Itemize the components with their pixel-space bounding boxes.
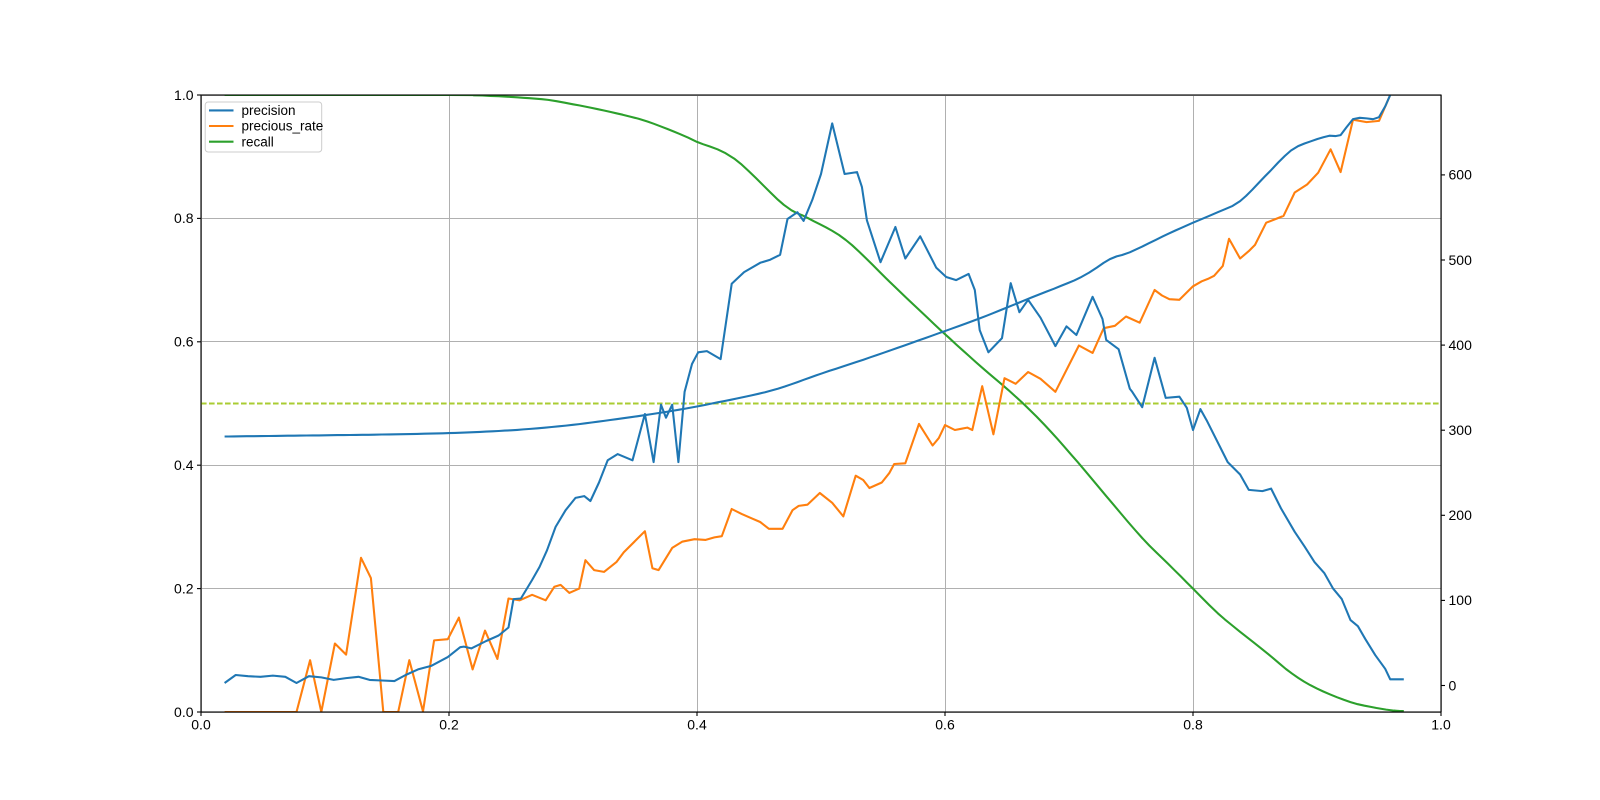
svg-text:600: 600 bbox=[1449, 167, 1473, 183]
svg-text:0.4: 0.4 bbox=[687, 717, 707, 733]
svg-text:0.2: 0.2 bbox=[439, 717, 459, 733]
svg-text:1.0: 1.0 bbox=[1431, 717, 1451, 733]
svg-text:recall: recall bbox=[242, 134, 274, 149]
svg-text:200: 200 bbox=[1449, 507, 1473, 523]
svg-text:400: 400 bbox=[1449, 337, 1473, 353]
svg-text:0.8: 0.8 bbox=[174, 210, 194, 226]
svg-text:0: 0 bbox=[1449, 677, 1457, 693]
svg-text:precision: precision bbox=[242, 103, 296, 118]
svg-text:0.6: 0.6 bbox=[935, 717, 955, 733]
svg-text:0.0: 0.0 bbox=[191, 717, 211, 733]
svg-text:300: 300 bbox=[1449, 422, 1473, 438]
svg-text:500: 500 bbox=[1449, 252, 1473, 268]
svg-text:100: 100 bbox=[1449, 592, 1473, 608]
svg-text:precious_rate: precious_rate bbox=[242, 119, 324, 134]
svg-text:0.2: 0.2 bbox=[174, 580, 194, 596]
svg-text:0.0: 0.0 bbox=[174, 704, 194, 720]
svg-text:0.8: 0.8 bbox=[1183, 717, 1203, 733]
svg-text:0.4: 0.4 bbox=[174, 457, 194, 473]
svg-text:1.0: 1.0 bbox=[174, 87, 194, 103]
svg-text:0.6: 0.6 bbox=[174, 334, 194, 350]
